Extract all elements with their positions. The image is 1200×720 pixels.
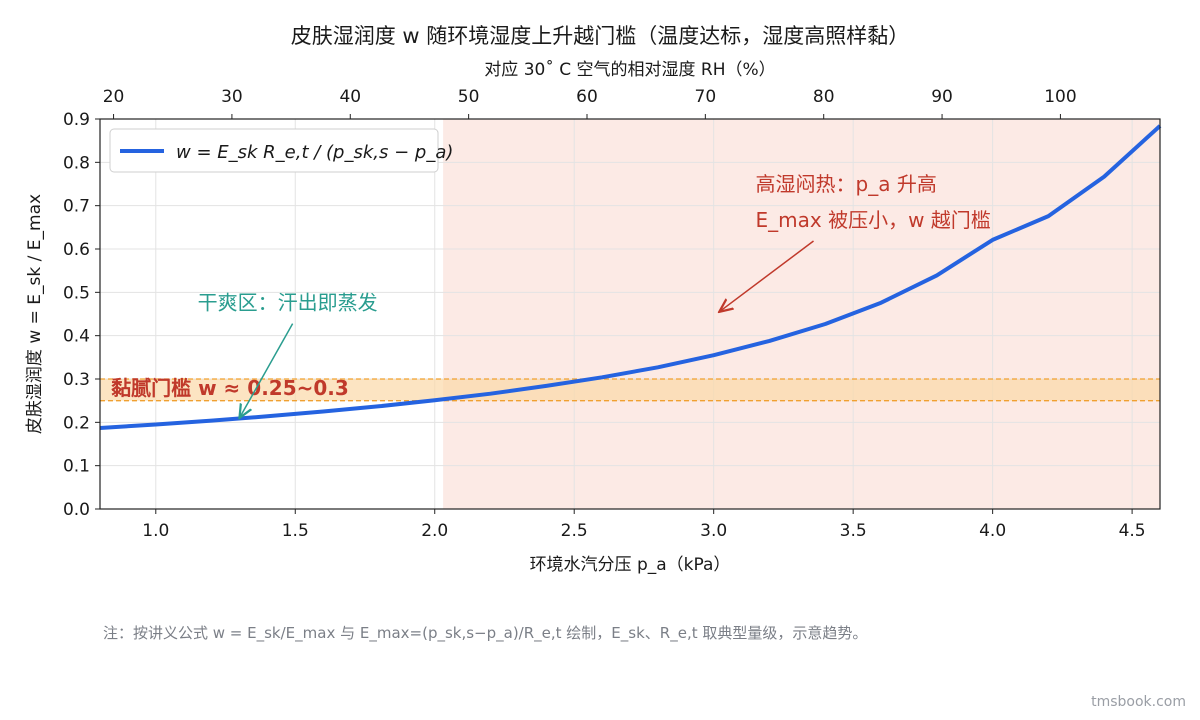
legend-label: w = E_sk R_e,t / (p_sk,s − p_a) [176, 142, 453, 163]
annotation-humid-line: E_max 被压小，w 越门槛 [756, 208, 991, 232]
top-tick-label: 90 [931, 87, 953, 107]
x-tick-label: 1.5 [282, 521, 309, 541]
top-tick-label: 60 [576, 87, 598, 107]
top-tick-label: 100 [1044, 87, 1076, 107]
top-tick-label: 70 [695, 87, 717, 107]
annotation-arrow-dry [239, 323, 294, 418]
x-tick-label: 3.5 [840, 521, 867, 541]
threshold-label: 黏腻门槛 w ≈ 0.25~0.3 [111, 376, 349, 400]
y-axis-label: 皮肤湿润度 w = E_sk / E_max [25, 194, 45, 434]
y-tick-label: 0.8 [63, 153, 90, 173]
top-tick-label: 80 [813, 87, 835, 107]
annotation-arrow-humid [719, 240, 814, 312]
top-tick-label: 40 [339, 87, 361, 107]
x-tick-label: 4.5 [1119, 521, 1146, 541]
x-tick-label: 4.0 [979, 521, 1006, 541]
y-tick-label: 0.2 [63, 413, 90, 433]
y-tick-label: 0.7 [63, 197, 90, 217]
chart-canvas: 黏腻门槛 w ≈ 0.25~0.3 1.0 1.5 2.0 2.5 3.0 3.5 4.0 4.… [25, 59, 1162, 575]
x-tick-label: 2.5 [561, 521, 588, 541]
humid-region-shade [443, 119, 1161, 509]
series-line-wetness [99, 124, 1162, 430]
y-tick-label: 0.5 [63, 283, 90, 303]
y-tick-label: 0.9 [63, 110, 90, 130]
site-watermark: tmsbook.com [1091, 694, 1186, 710]
top-axis-label: 对应 30˚ C 空气的相对湿度 RH（%） [484, 59, 775, 80]
y-tick-label: 0.6 [63, 240, 90, 260]
top-tick-label: 50 [458, 87, 480, 107]
threshold-band [100, 379, 1160, 401]
annotation-dry: 干爽区：汗出即蒸发 [198, 291, 378, 315]
x-tick-label: 1.0 [142, 521, 169, 541]
plot-frame [99, 118, 1161, 510]
x-axis-label: 环境水汽分压 p_a（kPa） [530, 555, 731, 575]
y-tick-label: 0.0 [63, 500, 90, 520]
top-tick-label: 30 [221, 87, 243, 107]
y-tick-label: 0.3 [63, 370, 90, 390]
y-tick-label: 0.1 [63, 457, 90, 477]
y-tick-label: 0.4 [63, 327, 90, 347]
chart-title: 皮肤湿润度 w 随环境湿度上升越门槛（温度达标，湿度高照样黏） [290, 24, 910, 48]
legend-box [109, 128, 439, 173]
annotation-humid-line: 高湿闷热：p_a 升高 [756, 172, 937, 196]
x-tick-label: 2.0 [421, 521, 448, 541]
footnote: 注：按讲义公式 w = E_sk/E_max 与 E_max=(p_sk,s−p… [103, 624, 868, 642]
top-tick-label: 20 [103, 87, 125, 107]
x-tick-label: 3.0 [700, 521, 727, 541]
